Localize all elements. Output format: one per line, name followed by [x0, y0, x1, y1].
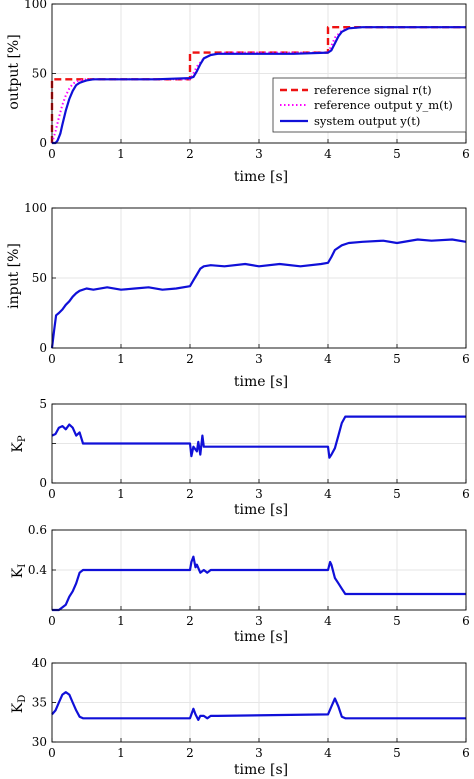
x-tick-label: 1	[117, 487, 125, 501]
series-line-system	[50, 238, 467, 349]
legend-label-reference: reference signal r(t)	[314, 83, 432, 97]
series-line-system	[51, 691, 466, 722]
ki-panel-xlabel: time [s]	[234, 629, 288, 645]
x-tick-label: 3	[255, 746, 263, 760]
x-tick-label: 2	[186, 614, 194, 628]
ki-panel-ylabel: KI	[10, 564, 28, 578]
y-tick-label: 0.6	[28, 523, 47, 537]
x-tick-label: 6	[462, 147, 470, 161]
series-line-system	[52, 555, 466, 612]
x-tick-label: 5	[393, 746, 401, 760]
legend-label-model: reference output y_m(t)	[314, 98, 453, 112]
y-tick-label: 40	[32, 656, 47, 670]
axes-frame	[51, 207, 467, 349]
y-tick-label: 100	[24, 201, 47, 215]
input-panel-xlabel: time [s]	[234, 374, 288, 390]
x-tick-label: 2	[186, 352, 194, 366]
ki-panel: 0 1 2 3 4 5 6 0.4 0.6 time [s] KI	[10, 523, 470, 645]
x-tick-label: 5	[393, 147, 401, 161]
x-tick-label: 2	[186, 746, 194, 760]
x-tick-label: 5	[393, 487, 401, 501]
series-line-system	[51, 415, 466, 459]
input-panel: 0 1 2 3 4 5 6 0 50 100 time [s] input [%]	[6, 201, 470, 390]
x-tick-label: 1	[117, 147, 125, 161]
input-panel-ylabel: input [%]	[6, 243, 22, 309]
y-tick-label: 0	[39, 476, 47, 490]
series-line-system	[52, 26, 466, 145]
y-tick-label: 0.4	[28, 563, 47, 577]
x-tick-label: 6	[462, 352, 470, 366]
x-tick-label: 3	[255, 487, 263, 501]
x-tick-label: 5	[393, 614, 401, 628]
kd-panel: 0 1 2 3 4 5 6 30 35 40 time [s] KD	[10, 656, 470, 778]
legend-label-system: system output y(t)	[314, 114, 420, 128]
series-line-reference	[50, 26, 466, 143]
x-tick-label: 3	[255, 352, 263, 366]
plot-layer-3: 0 1 2 3 4 5 6 0.4 0.6	[28, 523, 470, 628]
y-tick-label: 50	[32, 271, 47, 285]
kp-panel-xlabel: time [s]	[234, 502, 288, 518]
x-tick-label: 4	[324, 352, 332, 366]
plot-layer-2: 0 1 2 3 4 5 6 0 5	[39, 397, 469, 501]
y-tick-label: 30	[32, 735, 47, 749]
x-tick-label: 4	[324, 614, 332, 628]
x-tick-label: 2	[186, 487, 194, 501]
output-legend: reference signal r(t) reference output y…	[272, 77, 467, 133]
axes-frame	[51, 403, 467, 484]
y-tick-label: 100	[24, 0, 47, 11]
y-tick-label: 0	[39, 136, 47, 150]
kp-panel: 0 1 2 3 4 5 6 0 5 time [s] KP	[10, 397, 470, 518]
x-tick-label: 4	[324, 746, 332, 760]
x-tick-label: 3	[255, 614, 263, 628]
y-tick-label: 50	[32, 67, 47, 81]
output-panel: 0 1 2 3 4 5 6 0 50 100 time [s] output [%] refere…	[6, 0, 470, 185]
x-tick-label: 0	[48, 147, 56, 161]
output-panel-xlabel: time [s]	[234, 169, 288, 185]
kd-panel-ylabel: KD	[10, 695, 28, 714]
axes-frame	[51, 529, 467, 611]
kp-panel-ylabel: KP	[10, 435, 28, 452]
x-tick-label: 4	[324, 487, 332, 501]
x-tick-label: 0	[48, 352, 56, 366]
output-panel-ylabel: output [%]	[6, 34, 22, 109]
x-tick-label: 2	[186, 147, 194, 161]
y-tick-label: 35	[32, 696, 47, 710]
x-tick-label: 5	[393, 352, 401, 366]
plot-layer-1: 0 1 2 3 4 5 6 0 50 100	[24, 201, 470, 366]
x-tick-label: 0	[48, 614, 56, 628]
y-tick-label: 0	[39, 341, 47, 355]
x-tick-label: 0	[48, 746, 56, 760]
x-tick-label: 1	[117, 352, 125, 366]
axes-frame	[51, 3, 467, 144]
kd-panel-xlabel: time [s]	[234, 762, 288, 778]
y-tick-label: 5	[39, 397, 47, 411]
x-tick-label: 0	[48, 487, 56, 501]
x-tick-label: 1	[117, 746, 125, 760]
x-tick-label: 6	[462, 614, 470, 628]
plot-layer-4: 0 1 2 3 4 5 6 30 35 40	[32, 656, 470, 760]
x-tick-label: 4	[324, 147, 332, 161]
x-tick-label: 3	[255, 147, 263, 161]
x-tick-label: 6	[462, 487, 470, 501]
axes-frame	[51, 662, 467, 743]
x-tick-label: 1	[117, 614, 125, 628]
x-tick-label: 6	[462, 746, 470, 760]
